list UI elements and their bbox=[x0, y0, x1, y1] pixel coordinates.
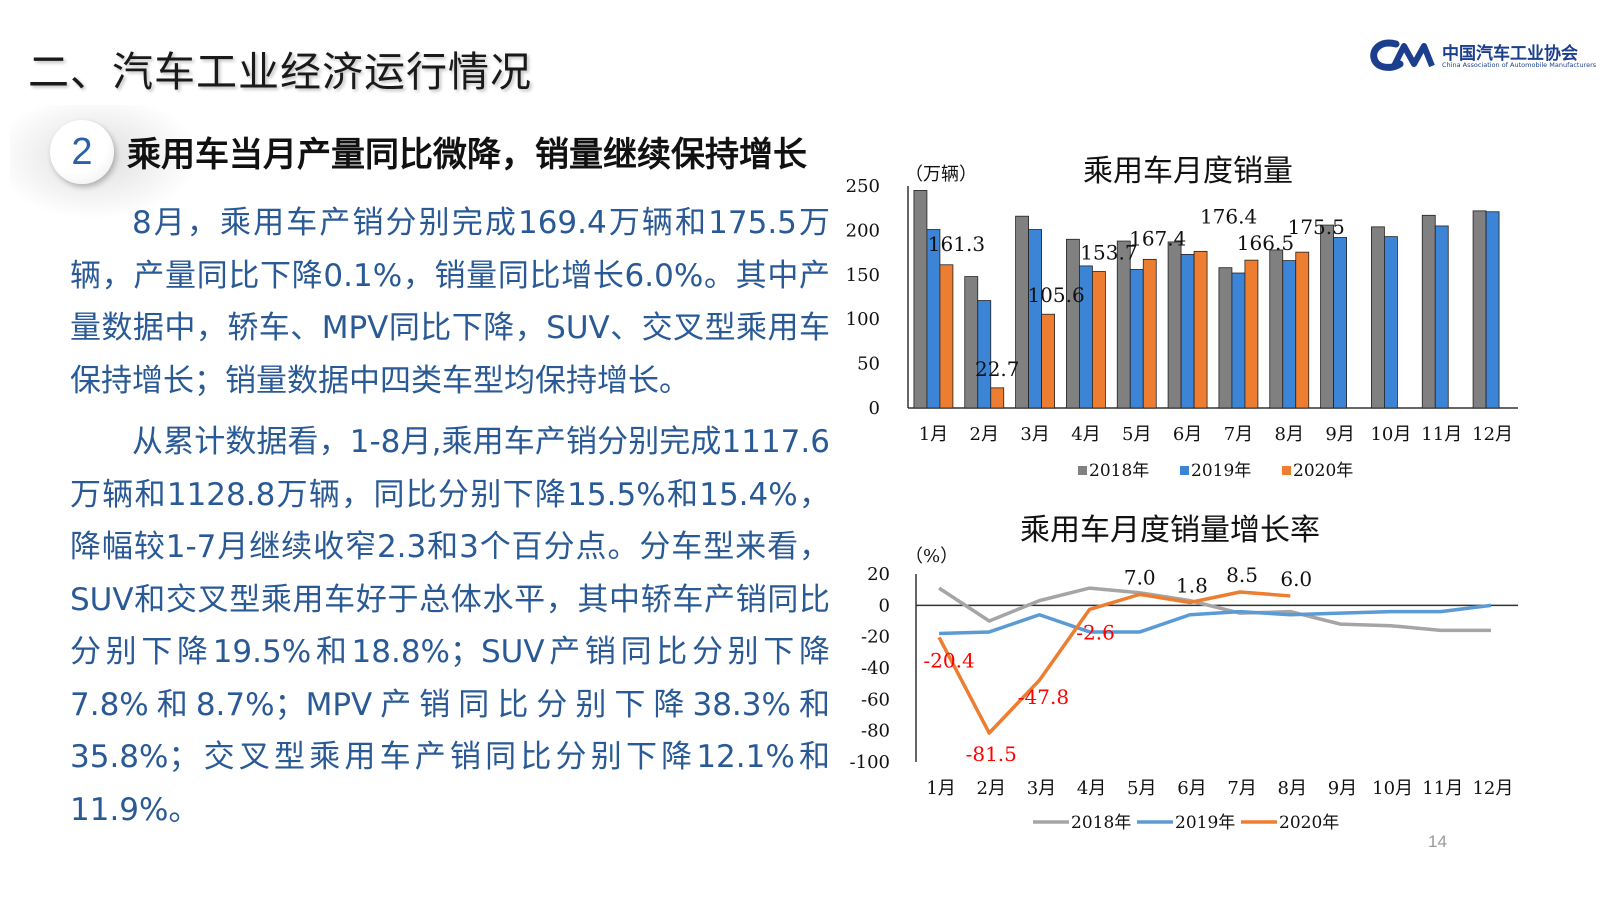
data-label: 167.4 bbox=[1129, 226, 1186, 250]
x-tick-label: 3月 bbox=[1027, 778, 1056, 799]
y-tick-label: -20 bbox=[861, 627, 890, 648]
bar-2020年 bbox=[1142, 258, 1157, 409]
caam-logo-icon bbox=[1370, 39, 1435, 71]
bar-chart-title: 乘用车月度销量 bbox=[1083, 154, 1293, 189]
y-tick-label: -60 bbox=[861, 689, 890, 710]
section-subtitle: 乘用车当月产量同比微降，销量继续保持增长 bbox=[127, 135, 807, 175]
y-tick-label: 0 bbox=[879, 595, 890, 616]
page-title: 二、汽车工业经济运行情况 bbox=[28, 48, 532, 96]
x-tick-label: 4月 bbox=[1077, 778, 1106, 799]
bar-2019年 bbox=[977, 300, 992, 409]
line-2020年 bbox=[937, 590, 1291, 735]
y-tick-label: 250 bbox=[846, 176, 880, 197]
bar-2020年 bbox=[1295, 251, 1310, 409]
paragraph-1: 8月，乘用车产销分别完成169.4万辆和175.5万辆，产量同比下降0.1%，销… bbox=[70, 205, 830, 399]
x-tick-label: 3月 bbox=[1020, 424, 1049, 445]
unit-label: （万辆） bbox=[905, 164, 977, 185]
bar-2020年 bbox=[939, 264, 954, 409]
x-tick-label: 8月 bbox=[1275, 424, 1304, 445]
y-tick-label: 0 bbox=[869, 398, 880, 419]
x-tick-label: 5月 bbox=[1122, 424, 1151, 445]
x-tick-label: 12月 bbox=[1472, 424, 1513, 445]
x-tick-label: 1月 bbox=[919, 424, 948, 445]
y-tick-label: 200 bbox=[846, 220, 880, 241]
data-label: 105.6 bbox=[1027, 283, 1084, 307]
line-2019年 bbox=[939, 603, 1492, 636]
legend-label: 2019年 bbox=[1175, 813, 1235, 833]
x-tick-label: 10月 bbox=[1372, 778, 1413, 799]
x-tick-label: 12月 bbox=[1472, 778, 1513, 799]
paragraph-2: 从累计数据看，1-8月,乘用车产销分别完成1117.6万辆和1128.8万辆，同… bbox=[70, 424, 830, 828]
data-label: 8.5 bbox=[1226, 563, 1258, 587]
x-tick-label: 9月 bbox=[1328, 778, 1357, 799]
x-tick-label: 8月 bbox=[1278, 778, 1307, 799]
x-tick-label: 6月 bbox=[1173, 424, 1202, 445]
x-tick-label: 7月 bbox=[1224, 424, 1253, 445]
unit-label: （%） bbox=[905, 546, 958, 567]
bar-2020年 bbox=[1041, 313, 1055, 409]
x-tick-label: 1月 bbox=[926, 778, 955, 799]
data-label: -2.6 bbox=[1076, 620, 1115, 644]
x-tick-label: 5月 bbox=[1127, 778, 1156, 799]
page-number: 14 bbox=[1428, 832, 1447, 851]
bar-2019年 bbox=[1333, 237, 1347, 409]
logo-en: China Association of Automobile Manufact… bbox=[1442, 61, 1597, 69]
x-tick-label: 2月 bbox=[977, 778, 1006, 799]
legend-label: 2019年 bbox=[1191, 461, 1251, 481]
bar-2020年 bbox=[1193, 250, 1208, 409]
data-label: 176.4 bbox=[1200, 204, 1257, 228]
y-tick-label: 50 bbox=[857, 354, 880, 375]
y-tick-label: -100 bbox=[850, 752, 890, 773]
data-label: 175.5 bbox=[1288, 215, 1345, 239]
legend-swatch bbox=[1078, 466, 1087, 475]
data-label: -20.4 bbox=[923, 648, 974, 672]
bar-2020年 bbox=[1092, 271, 1106, 409]
legend-swatch bbox=[1282, 466, 1291, 475]
data-label: 166.5 bbox=[1237, 231, 1294, 255]
bar-2019年 bbox=[1384, 236, 1398, 409]
y-tick-label: 100 bbox=[846, 309, 880, 330]
data-label: -47.8 bbox=[1018, 685, 1069, 709]
data-label: 161.3 bbox=[928, 232, 985, 256]
x-tick-label: 6月 bbox=[1177, 778, 1206, 799]
data-label: 22.7 bbox=[975, 357, 1020, 381]
legend-swatch bbox=[1180, 466, 1189, 475]
data-label: -81.5 bbox=[966, 742, 1017, 766]
y-tick-label: 150 bbox=[846, 265, 880, 286]
bar-2019年 bbox=[1485, 211, 1500, 409]
x-tick-label: 7月 bbox=[1227, 778, 1256, 799]
line-2018年 bbox=[938, 586, 1491, 633]
bar-2019年 bbox=[1434, 225, 1449, 409]
x-tick-label: 10月 bbox=[1370, 424, 1411, 445]
legend-label: 2020年 bbox=[1279, 813, 1339, 833]
legend-label: 2020年 bbox=[1293, 461, 1353, 481]
y-tick-label: -40 bbox=[861, 658, 890, 679]
data-label: 6.0 bbox=[1280, 567, 1312, 591]
data-label: 7.0 bbox=[1124, 565, 1156, 589]
bar-2020年 bbox=[990, 387, 1005, 409]
x-tick-label: 9月 bbox=[1325, 424, 1354, 445]
y-tick-label: 20 bbox=[867, 564, 890, 585]
bar-2020年 bbox=[1244, 259, 1259, 409]
x-tick-label: 11月 bbox=[1422, 778, 1463, 799]
logo-cn: 中国汽车工业协会 bbox=[1442, 44, 1578, 64]
data-label: 153.7 bbox=[1080, 241, 1137, 265]
logo: 中国汽车工业协会 China Association of Automobile… bbox=[1370, 36, 1596, 76]
x-tick-label: 2月 bbox=[970, 424, 999, 445]
y-tick-label: -80 bbox=[861, 721, 890, 742]
line-chart-title: 乘用车月度销量增长率 bbox=[1020, 513, 1320, 548]
legend-label: 2018年 bbox=[1071, 813, 1131, 833]
x-tick-label: 11月 bbox=[1421, 424, 1462, 445]
legend-label: 2018年 bbox=[1089, 461, 1149, 481]
data-label: 1.8 bbox=[1176, 574, 1208, 598]
x-tick-label: 4月 bbox=[1071, 424, 1100, 445]
section-number: 2 bbox=[50, 120, 114, 184]
